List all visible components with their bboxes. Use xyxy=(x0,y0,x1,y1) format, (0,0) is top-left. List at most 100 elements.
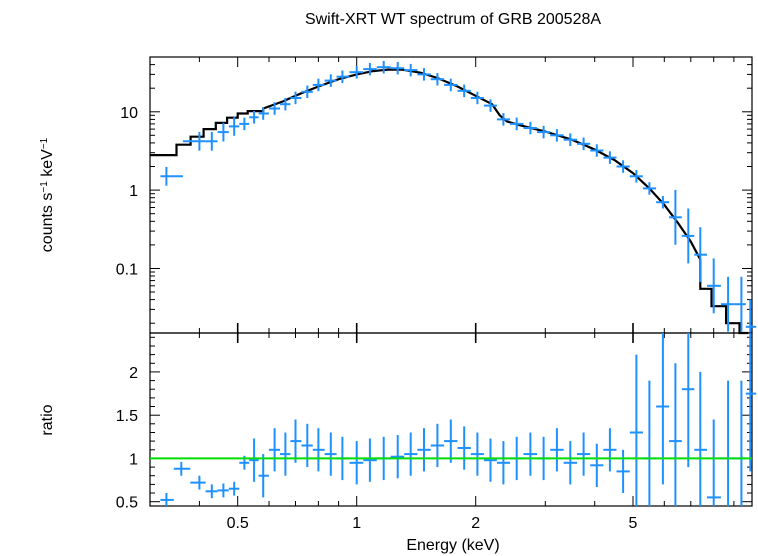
ratio-point xyxy=(190,475,206,490)
data-point xyxy=(182,131,206,151)
data-point xyxy=(745,299,757,333)
y-label-text-1: counts s xyxy=(39,193,56,253)
x-tick-label: 5 xyxy=(629,515,638,532)
ratio-point xyxy=(404,432,418,476)
ratio-point xyxy=(629,354,643,506)
ratio-point xyxy=(550,428,564,472)
ratio-point xyxy=(734,380,746,506)
data-point xyxy=(430,73,445,86)
x-axis-label: Energy (keV) xyxy=(406,537,499,554)
data-point xyxy=(510,117,524,131)
y-tick-label: 1 xyxy=(129,183,138,200)
ratio-point xyxy=(523,432,537,476)
ratio-panel: 0.5 1 1.5 2 0.5 1 2 5 ratio Energy (keV) xyxy=(39,332,757,554)
y-tick-label: 1 xyxy=(129,451,138,468)
data-point xyxy=(312,78,325,92)
x-tick-labels: 0.5 1 2 5 xyxy=(227,515,638,532)
x-tick-label: 1 xyxy=(352,515,361,532)
data-point xyxy=(603,151,617,164)
data-point xyxy=(444,78,458,92)
data-point xyxy=(258,107,269,120)
ratio-point xyxy=(430,423,445,468)
data-point xyxy=(160,166,183,186)
ratio-point xyxy=(656,333,670,485)
spectrum-axis-ticks xyxy=(149,56,753,333)
ratio-point xyxy=(268,428,280,472)
ratio-point xyxy=(603,428,617,472)
ratio-point xyxy=(642,380,657,506)
data-point xyxy=(301,85,313,98)
data-point xyxy=(390,61,405,75)
data-point xyxy=(404,63,418,77)
chart-title: Swift-XRT WT spectrum of GRB 200528A xyxy=(305,11,601,28)
y-label-sup-2: −1 xyxy=(39,137,50,149)
spectrum-y-axis-label: counts s−1 keV−1 xyxy=(39,137,57,252)
ratio-point xyxy=(669,363,682,506)
data-point xyxy=(656,196,670,209)
ratio-point xyxy=(249,438,259,482)
data-point xyxy=(217,122,229,142)
data-point xyxy=(324,74,337,87)
ratio-data-points xyxy=(160,333,757,506)
ratio-point xyxy=(349,441,364,485)
ratio-point xyxy=(496,441,511,485)
data-point xyxy=(268,102,280,115)
y-label-sup-1: −1 xyxy=(39,181,50,193)
y-tick-label: 2 xyxy=(129,365,138,382)
data-point xyxy=(363,62,377,76)
ratio-point xyxy=(470,432,484,476)
ratio-y-tick-labels: 0.5 1 1.5 2 xyxy=(116,365,138,512)
data-point xyxy=(205,131,218,151)
ratio-point xyxy=(217,483,229,498)
data-point xyxy=(563,133,577,146)
ratio-point xyxy=(160,493,174,506)
ratio-point xyxy=(720,380,735,506)
ratio-plot-frame xyxy=(149,332,753,507)
ratio-point xyxy=(590,443,604,487)
data-point xyxy=(523,121,537,135)
ratio-point xyxy=(301,423,313,468)
data-point xyxy=(457,84,471,98)
y-label-text-2: keV xyxy=(39,149,56,181)
data-point xyxy=(629,170,643,183)
y-tick-label: 10 xyxy=(120,105,138,122)
ratio-point xyxy=(483,438,497,482)
ratio-point xyxy=(258,454,269,498)
ratio-point xyxy=(173,461,191,476)
data-point xyxy=(228,117,240,136)
ratio-point xyxy=(363,438,377,482)
ratio-point xyxy=(707,419,721,506)
ratio-point xyxy=(290,419,302,463)
spectrum-y-tick-labels: 0.1 1 10 xyxy=(116,105,138,279)
ratio-point xyxy=(390,435,405,479)
ratio-point xyxy=(228,481,240,496)
data-point xyxy=(239,117,250,131)
x-tick-label: 2 xyxy=(471,515,480,532)
data-point xyxy=(280,97,291,111)
ratio-point xyxy=(280,432,291,476)
ratio-point xyxy=(563,441,577,485)
data-point xyxy=(707,258,721,314)
spectrum-plot-frame xyxy=(149,56,753,334)
ratio-y-axis-label: ratio xyxy=(39,404,56,435)
data-point xyxy=(336,70,350,83)
data-point xyxy=(470,91,484,105)
ratio-point xyxy=(694,371,707,506)
data-point xyxy=(537,125,551,139)
data-point xyxy=(590,144,604,157)
ratio-point xyxy=(417,428,431,472)
ratio-point xyxy=(444,419,458,463)
data-point xyxy=(694,227,707,283)
data-point xyxy=(249,111,259,124)
data-point xyxy=(417,68,431,81)
data-point xyxy=(349,65,364,79)
ratio-point xyxy=(745,333,757,472)
ratio-point xyxy=(457,426,471,470)
data-point xyxy=(496,113,511,126)
data-point xyxy=(290,91,302,105)
data-point xyxy=(642,182,657,195)
ratio-point xyxy=(324,432,337,476)
y-tick-label: 0.1 xyxy=(116,262,138,279)
data-point xyxy=(376,61,391,74)
